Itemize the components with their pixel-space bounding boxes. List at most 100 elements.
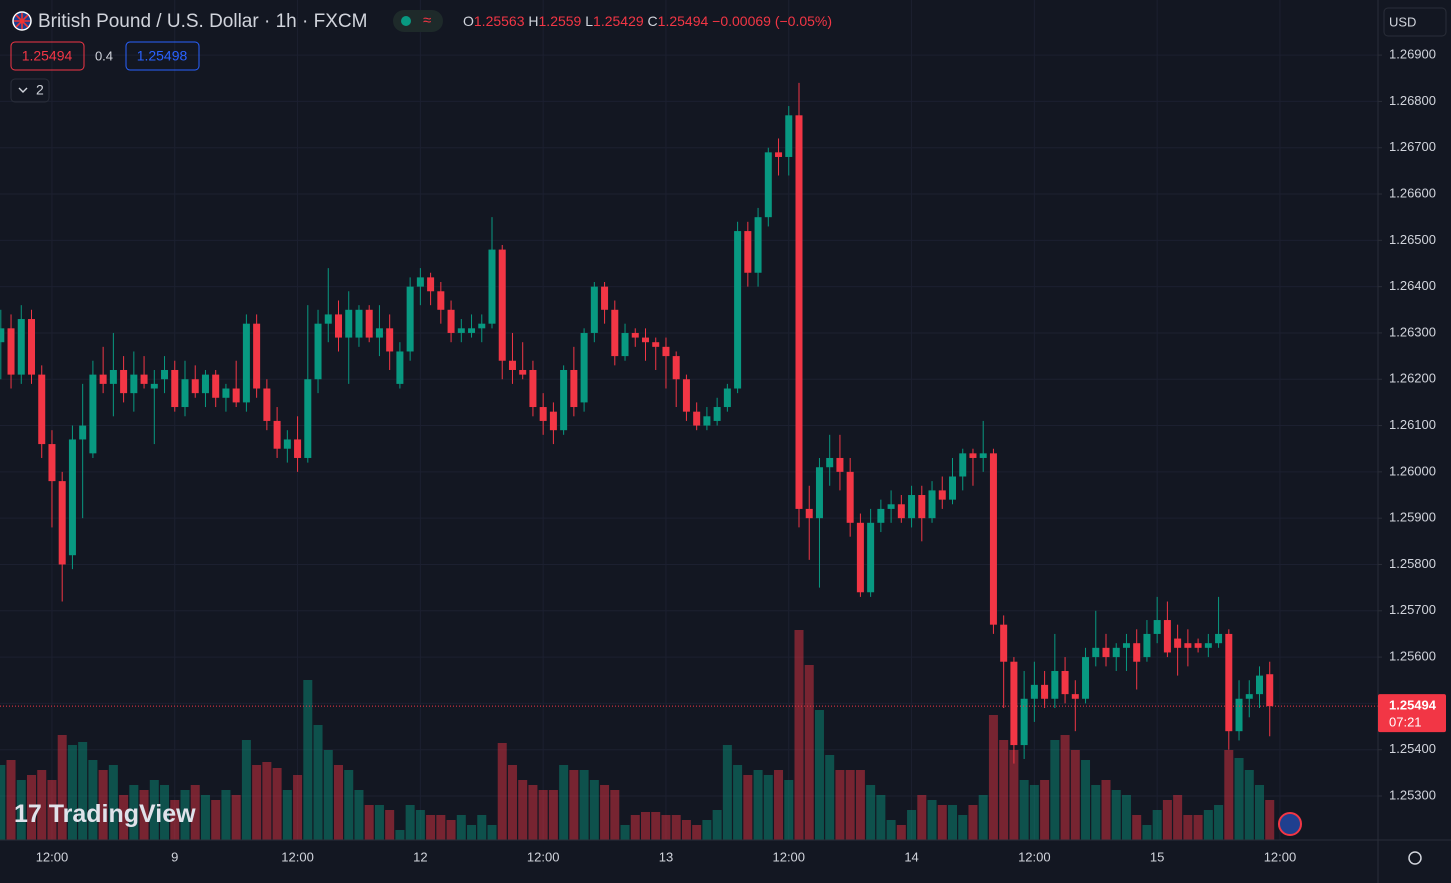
indicator-count[interactable]: 2 (36, 82, 44, 98)
candle-body (836, 457, 844, 472)
candle-body (488, 249, 496, 324)
candle-body (1245, 694, 1253, 699)
volume-bar (374, 805, 384, 840)
volume-bar (692, 825, 702, 840)
candle-body (150, 383, 158, 389)
ohlc-value: 1.25563 (474, 13, 525, 29)
candle-body (1020, 698, 1028, 746)
candle-body (652, 342, 660, 347)
volume-bar (88, 760, 98, 840)
ohlc-value: 1.25429 (593, 13, 644, 29)
candle-body (89, 374, 97, 454)
volume-bar (559, 765, 569, 840)
volume-bar (477, 815, 487, 840)
sell-button[interactable] (10, 41, 85, 71)
candle-body (375, 328, 383, 338)
currency-button[interactable] (1383, 7, 1447, 37)
volume-bar (1162, 800, 1172, 840)
symbol-title[interactable]: British Pound / U.S. Dollar · 1h · FXCM (38, 11, 367, 32)
volume-bar (733, 765, 743, 840)
candle-body (242, 323, 250, 403)
candle-body (519, 369, 527, 375)
candle-body (355, 309, 363, 338)
volume-bar (1081, 760, 1091, 840)
ohlc-value: 1.25494 (658, 13, 709, 29)
volume-bar (671, 815, 681, 840)
volume-bar (221, 790, 231, 840)
candle-body (38, 374, 46, 445)
volume-bar (712, 810, 722, 840)
volume-bar (610, 790, 620, 840)
volume-bar (907, 810, 917, 840)
volume-bar (630, 815, 640, 840)
volume-bar (1234, 758, 1244, 840)
candle-body (58, 481, 66, 565)
settings-icon[interactable] (1408, 851, 1422, 865)
candle-body (590, 286, 598, 333)
candle-body (1010, 661, 1018, 746)
market-open-dot (401, 16, 411, 26)
ohlc-label: L (585, 13, 593, 29)
volume-bar (129, 785, 139, 840)
volume-bar (108, 765, 118, 840)
candle-body (68, 439, 76, 556)
candle-body (1215, 633, 1223, 644)
volume-bar (1203, 810, 1213, 840)
candle-body (314, 323, 322, 380)
y-tick-label: 1.25900 (1389, 510, 1436, 525)
volume-bar (702, 820, 712, 840)
volume-bar (334, 765, 343, 840)
volume-bar (1244, 770, 1254, 840)
volume-bar (364, 805, 374, 840)
delay-icon: ≈ (423, 12, 431, 29)
candle-body (826, 457, 834, 468)
volume-bar (1142, 825, 1152, 840)
sell-price[interactable]: 1.25494 (22, 48, 73, 64)
volume-bar (180, 790, 190, 840)
volume-bar (78, 742, 88, 840)
collapse-button[interactable] (10, 78, 50, 103)
candle-body (1051, 670, 1059, 699)
volume-bar (968, 805, 978, 840)
volume-bar (6, 760, 16, 840)
volume-bar (170, 800, 180, 840)
candle-body (181, 379, 189, 408)
candle-body (427, 277, 435, 292)
ohlc-label: H (528, 13, 538, 29)
event-flag[interactable] (1278, 812, 1302, 836)
logo-mark: 17 (14, 800, 49, 828)
currency-label[interactable]: USD (1389, 14, 1416, 29)
volume-bar (344, 770, 354, 840)
y-tick-label: 1.26300 (1389, 324, 1436, 339)
status-pill[interactable] (393, 10, 443, 32)
candle-body (1225, 633, 1233, 732)
candle-body (1041, 684, 1049, 699)
volume-bar (1101, 780, 1111, 840)
candle-body (79, 425, 87, 440)
volume-bar (1121, 795, 1131, 840)
volume-bar (27, 775, 36, 840)
x-tick-label: 13 (659, 849, 673, 864)
volume-bar (395, 830, 405, 840)
volume-bar (0, 765, 6, 840)
volume-bar (1255, 785, 1264, 840)
candle-body (529, 369, 537, 408)
volume-bar (426, 815, 436, 840)
volume-bar (456, 815, 466, 840)
candle-body (877, 508, 885, 523)
candle-body (785, 115, 793, 157)
y-tick-label: 1.26000 (1389, 463, 1436, 478)
candle-body (48, 444, 56, 482)
buy-button[interactable] (125, 41, 200, 71)
buy-price[interactable]: 1.25498 (137, 48, 188, 64)
candles (0, 82, 1378, 764)
ohlc-label: C (648, 13, 658, 29)
volume-bar (57, 735, 67, 840)
x-tick-label: 14 (904, 849, 918, 864)
candle-body (662, 346, 670, 357)
volume-bar (784, 780, 794, 840)
candle-body (109, 369, 117, 384)
candle-body (273, 420, 281, 449)
volume-bar (415, 810, 425, 840)
